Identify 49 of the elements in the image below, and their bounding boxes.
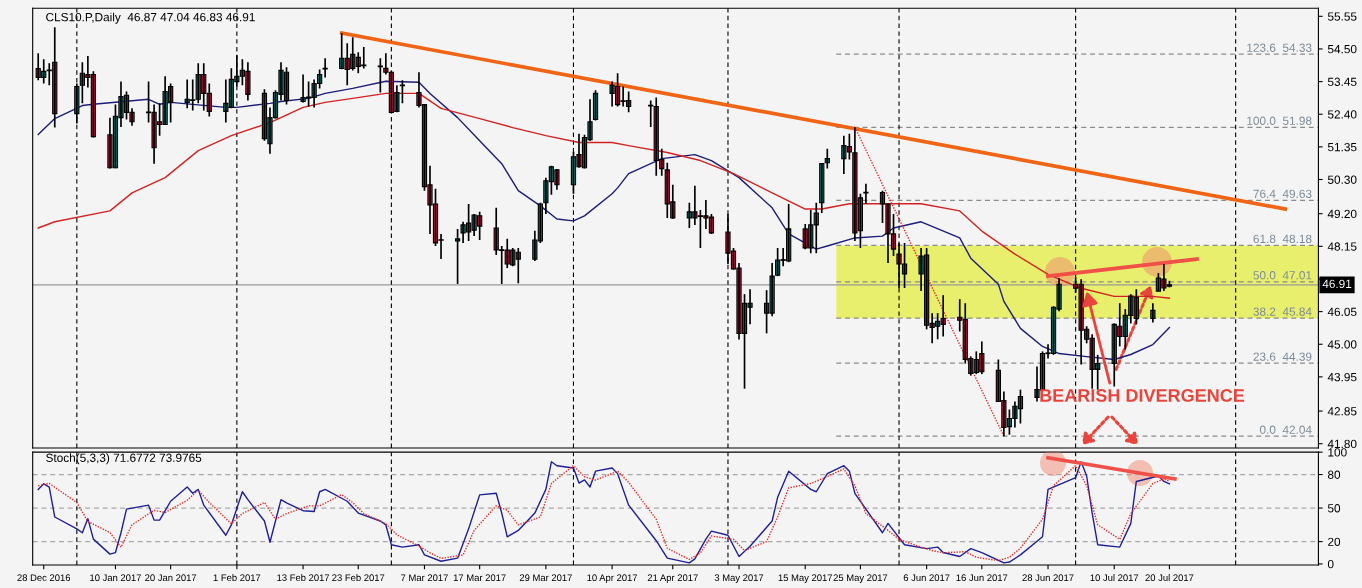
ref-line-label: 38.2 45.84 xyxy=(1253,307,1312,316)
y-tick-label: 50.30 xyxy=(1327,175,1357,184)
ref-line-label: 46.91 xyxy=(1322,279,1352,289)
ref-line-label: 0.0 42.04 xyxy=(1259,425,1312,434)
annotation: BEARISH DIVERGENCE xyxy=(1040,389,1245,402)
ref-line-label: 50.0 47.01 xyxy=(1253,271,1312,280)
y-tick-label: 46.05 xyxy=(1327,307,1357,316)
x-tick-label: 29 Mar 2017 xyxy=(519,574,572,582)
chart-title: CLS10.P,Daily 46.87 47.04 46.83 46.91 xyxy=(46,12,255,24)
x-tick-label: 15 May 2017 xyxy=(778,574,833,583)
x-tick-label: 10 Apr 2017 xyxy=(587,574,638,583)
x-tick-label: 20 Jan 2017 xyxy=(145,574,197,582)
chart-title: Stoch(5,3,3) 71.6772 73.9765 xyxy=(46,453,202,465)
x-tick-label: 28 Jun 2017 xyxy=(1022,574,1074,582)
x-tick-label: 10 Jul 2017 xyxy=(1090,574,1139,582)
x-tick-label: 25 May 2017 xyxy=(833,574,888,583)
ref-line-label: 123.6 54.33 xyxy=(1247,43,1312,52)
x-tick-label: 10 Jan 2017 xyxy=(90,574,141,582)
y-tick-label: 45.00 xyxy=(1327,340,1357,349)
y-tick-label: 54.50 xyxy=(1327,44,1357,54)
y-tick-label: 48.15 xyxy=(1327,242,1357,251)
y-tick-label: 51.35 xyxy=(1327,142,1357,152)
x-tick-label: 20 Jul 2017 xyxy=(1145,574,1194,582)
y-tick-label: 42.85 xyxy=(1327,407,1357,416)
x-tick-label: 7 Mar 2017 xyxy=(401,574,448,582)
ref-line-label: 100.0 51.98 xyxy=(1247,116,1312,125)
x-tick-label: 16 Jun 2017 xyxy=(956,574,1008,582)
x-tick-label: 17 Mar 2017 xyxy=(453,574,506,582)
y-tick-label: 50 xyxy=(1327,504,1341,513)
y-tick-label: 41.80 xyxy=(1327,439,1357,449)
y-tick-label: 0 xyxy=(1327,559,1334,569)
y-tick-label: 100 xyxy=(1328,448,1347,457)
x-tick-label: 21 Apr 2017 xyxy=(647,574,698,583)
y-tick-label: 80 xyxy=(1327,470,1341,479)
ref-line-label: 61.8 48.18 xyxy=(1253,234,1312,244)
y-tick-label: 53.45 xyxy=(1327,77,1357,86)
ref-line-label: 76.4 49.63 xyxy=(1253,189,1312,198)
x-tick-label: 6 Jun 2017 xyxy=(903,574,950,582)
y-tick-label: 52.40 xyxy=(1327,110,1357,119)
y-tick-label: 49.20 xyxy=(1327,209,1357,219)
x-tick-label: 1 Feb 2017 xyxy=(213,574,261,582)
y-tick-label: 43.95 xyxy=(1327,372,1357,382)
ref-line-label: 23.6 44.39 xyxy=(1253,352,1312,361)
x-tick-label: 13 Feb 2017 xyxy=(277,574,330,582)
x-tick-label: 28 Dec 2016 xyxy=(17,574,71,582)
y-tick-label: 20 xyxy=(1328,537,1341,546)
y-tick-label: 55.55 xyxy=(1327,12,1357,21)
x-tick-label: 3 May 2017 xyxy=(714,574,764,583)
x-tick-label: 23 Feb 2017 xyxy=(332,574,385,582)
